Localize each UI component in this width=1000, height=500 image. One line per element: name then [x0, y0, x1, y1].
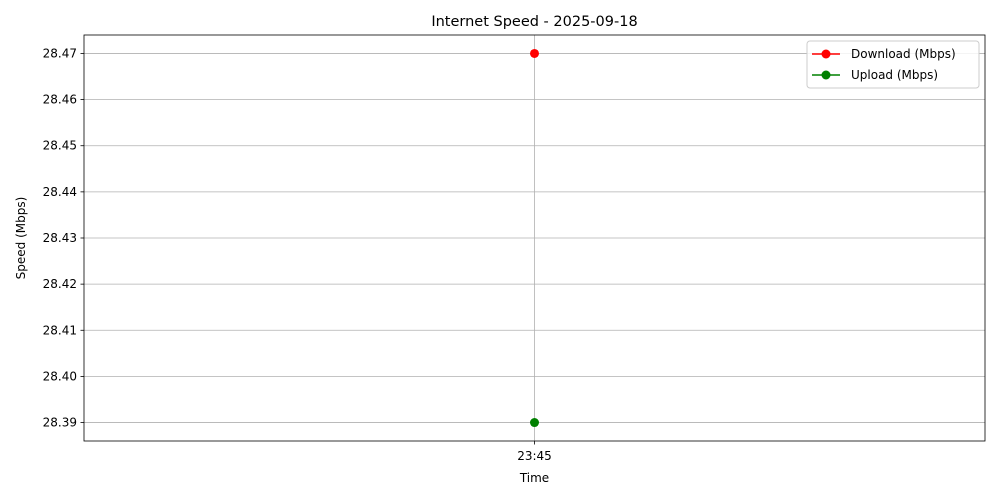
x-tick-label: 23:45 [517, 449, 552, 463]
y-tick-label: 28.39 [43, 416, 77, 430]
legend-marker-upload-mbps [821, 70, 831, 80]
series-layer [530, 48, 539, 428]
y-tick-label: 28.41 [43, 323, 77, 337]
y-tick-label: 28.47 [43, 46, 77, 60]
chart-title: Internet Speed - 2025-09-18 [431, 14, 637, 30]
y-tick-label: 28.42 [43, 277, 77, 291]
grid [84, 35, 985, 441]
x-axis-label: Time [519, 471, 549, 485]
y-tick-label: 28.45 [43, 139, 77, 153]
legend: Download (Mbps) Upload (Mbps) [806, 40, 980, 89]
y-tick-label: 28.46 [43, 93, 77, 107]
y-tick-label: 28.43 [43, 231, 77, 245]
y-tick-label: 28.40 [43, 369, 77, 383]
legend-label-upload-mbps: Upload (Mbps) [851, 68, 938, 82]
y-tick-label: 28.44 [43, 185, 77, 199]
legend-marker-download-mbps [821, 49, 831, 59]
axes: 28.39 28.40 28.41 28.42 28.43 28.44 28.45 28.46… [43, 34, 986, 463]
plot-frame [83, 34, 986, 442]
legend-label-download-mbps: Download (Mbps) [851, 47, 956, 61]
legend-box [806, 40, 980, 89]
y-axis-label: Speed (Mbps) [14, 197, 28, 280]
data-point-download-mbps [530, 48, 539, 58]
data-point-upload-mbps [530, 418, 539, 428]
